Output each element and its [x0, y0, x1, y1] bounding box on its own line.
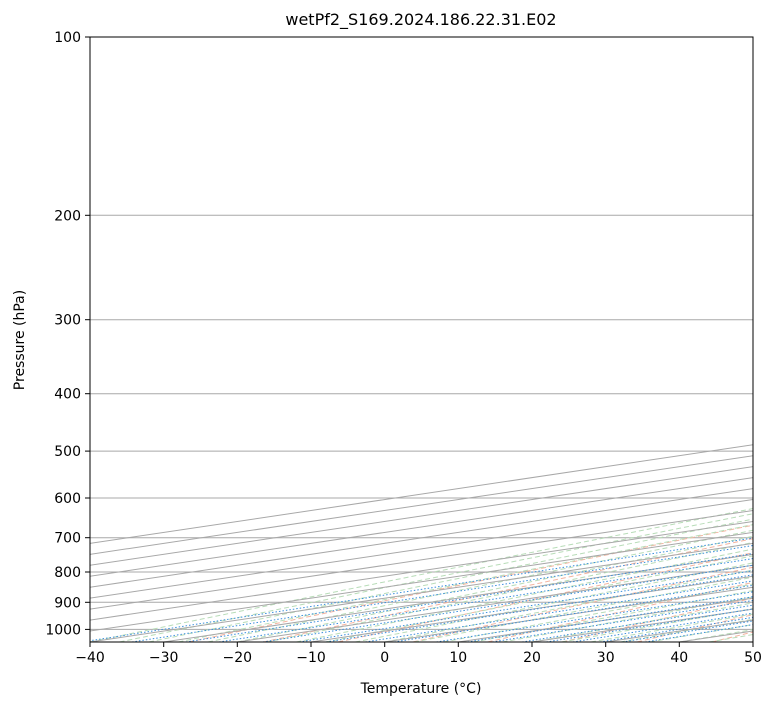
x-tick-label: 20 — [523, 650, 541, 666]
moist-adiabat-line — [709, 37, 775, 642]
x-tick-label: −30 — [149, 650, 179, 666]
dry-adiabat-line — [637, 37, 775, 642]
y-tick-label: 300 — [54, 313, 81, 329]
dry-adiabat-line — [488, 37, 775, 642]
y-tick-label: 800 — [54, 565, 81, 581]
isotherm-line — [90, 37, 775, 642]
isotherm-line — [532, 37, 775, 642]
isotherm-line — [679, 37, 775, 642]
y-tick-label: 600 — [54, 491, 81, 507]
moist-adiabat-line — [414, 37, 775, 642]
y-tick-label: 700 — [54, 531, 81, 547]
dry-adiabat-line — [562, 37, 775, 642]
plot-area: 0.10.20.40.611.52346810131620253036-100-… — [0, 37, 775, 642]
moist-adiabat-line — [532, 37, 775, 642]
isotherm-line — [0, 37, 775, 642]
chart-title: wetPf2_S169.2024.186.22.31.E02 — [285, 10, 556, 30]
x-tick-label: 30 — [597, 650, 615, 666]
moist-adiabat-line — [385, 37, 775, 642]
dry-adiabat-line — [413, 37, 775, 642]
x-tick-label: 40 — [670, 650, 688, 666]
isotherm-line — [385, 37, 775, 642]
axes: −40 −30 −20 −10 0 10 20 30 40 50 100 200 300 400 500 60… — [45, 30, 762, 666]
moist-adiabat-line — [591, 37, 775, 642]
isotherm-line — [753, 37, 775, 642]
mixing-ratio-line — [132, 451, 775, 642]
isotherm-line — [0, 37, 775, 642]
plot-frame — [90, 37, 753, 642]
isotherm-line — [0, 37, 775, 642]
moist-adiabat-line — [562, 37, 775, 642]
moist-adiabat-line — [208, 37, 775, 642]
x-tick-label: −40 — [75, 650, 105, 666]
mixing-ratio-line — [326, 451, 775, 642]
x-tick-label: −20 — [223, 650, 253, 666]
y-axis-label: Pressure (hPa) — [12, 290, 28, 390]
y-tick-label: 400 — [54, 387, 81, 403]
x-tick-label: 50 — [744, 650, 762, 666]
x-tick-label: 10 — [449, 650, 467, 666]
moist-adiabat-line — [90, 37, 775, 642]
y-tick-label: 500 — [54, 444, 81, 460]
moist-adiabat-line — [679, 37, 775, 642]
x-tick-label: −10 — [296, 650, 326, 666]
isotherm-line — [0, 37, 775, 642]
moist-adiabat-line — [444, 37, 775, 642]
y-tick-label: 100 — [54, 30, 81, 46]
isotherm-line — [458, 37, 775, 642]
y-tick-label: 1000 — [45, 622, 81, 638]
moist-adiabat-line — [120, 37, 775, 642]
y-tick-label: 200 — [54, 208, 81, 224]
moist-adiabat-line — [650, 37, 775, 642]
isotherm-line — [0, 37, 775, 642]
isotherm-line — [0, 37, 775, 642]
y-tick-label: 900 — [54, 595, 81, 611]
isotherm-line — [0, 37, 775, 642]
moist-adiabat-line — [355, 37, 775, 642]
moist-adiabat-line — [503, 37, 775, 642]
isotherm-line — [311, 37, 775, 642]
x-axis-label: Temperature (°C) — [360, 681, 482, 697]
isotherm-line — [0, 37, 775, 642]
isotherm-line — [16, 37, 775, 642]
x-tick-label: 0 — [380, 650, 389, 666]
